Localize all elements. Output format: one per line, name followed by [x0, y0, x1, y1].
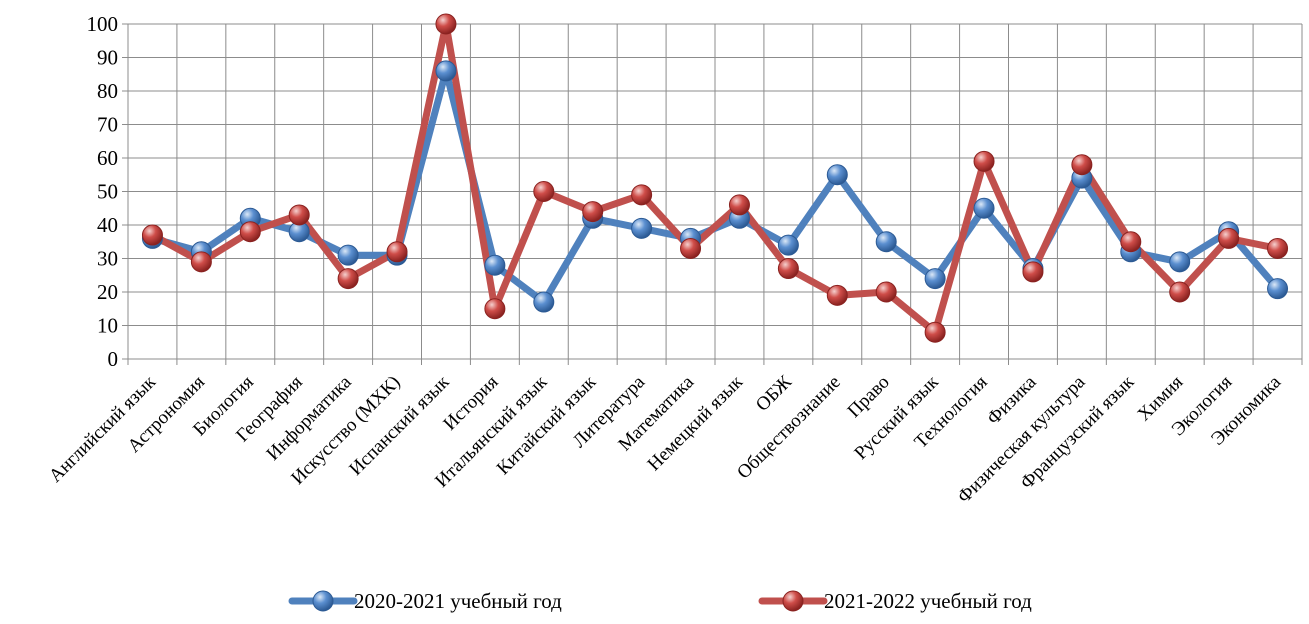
y-tick-label: 70 [97, 113, 118, 137]
data-point [1267, 237, 1289, 259]
data-point [582, 201, 604, 223]
data-point [777, 258, 799, 280]
data-point [1022, 261, 1044, 283]
data-point [533, 181, 555, 202]
data-point [239, 221, 261, 243]
y-tick-label: 40 [97, 213, 118, 237]
data-point [924, 321, 946, 343]
legend-label: 2020-2021 учебный год [354, 589, 562, 613]
y-tick-label: 50 [97, 180, 118, 204]
y-tick-label: 20 [97, 280, 118, 304]
y-tick-label: 80 [97, 79, 118, 103]
y-tick-label: 0 [108, 347, 119, 371]
y-tick-label: 90 [97, 46, 118, 70]
data-point [875, 231, 897, 253]
data-point [680, 237, 702, 259]
data-point [1071, 154, 1093, 176]
data-point [141, 224, 163, 246]
legend-label: 2021-2022 учебный год [824, 589, 1032, 613]
data-point [1169, 251, 1191, 273]
data-point [1218, 227, 1240, 249]
data-point [484, 254, 506, 276]
x-tick-label: ОБЖ [752, 371, 797, 416]
data-point [631, 184, 653, 206]
data-point [1267, 278, 1289, 300]
data-point [728, 194, 750, 216]
data-point [924, 268, 946, 290]
data-point [777, 234, 799, 256]
data-point [435, 60, 457, 82]
data-point [973, 197, 995, 219]
y-tick-label: 10 [97, 314, 118, 338]
data-point [190, 251, 212, 273]
y-tick-label: 60 [97, 146, 118, 170]
data-point [826, 164, 848, 186]
series [141, 13, 1289, 343]
data-point [631, 217, 653, 239]
grid [128, 23, 1303, 359]
y-tick-label: 30 [97, 247, 118, 271]
data-point [875, 281, 897, 303]
legend-marker [312, 590, 334, 612]
data-point [533, 291, 555, 313]
data-point [337, 244, 359, 266]
data-point [484, 298, 506, 320]
data-point [973, 150, 995, 172]
data-point [435, 13, 457, 35]
data-point [1120, 231, 1142, 253]
y-tick-label: 100 [87, 12, 119, 36]
data-point [1169, 281, 1191, 303]
data-point [386, 241, 408, 263]
data-point [337, 268, 359, 290]
data-point [826, 284, 848, 306]
legend: 2020-2021 учебный год 2021-2022 учебный г… [288, 589, 1032, 613]
legend-marker [782, 590, 804, 612]
data-point [288, 204, 310, 226]
